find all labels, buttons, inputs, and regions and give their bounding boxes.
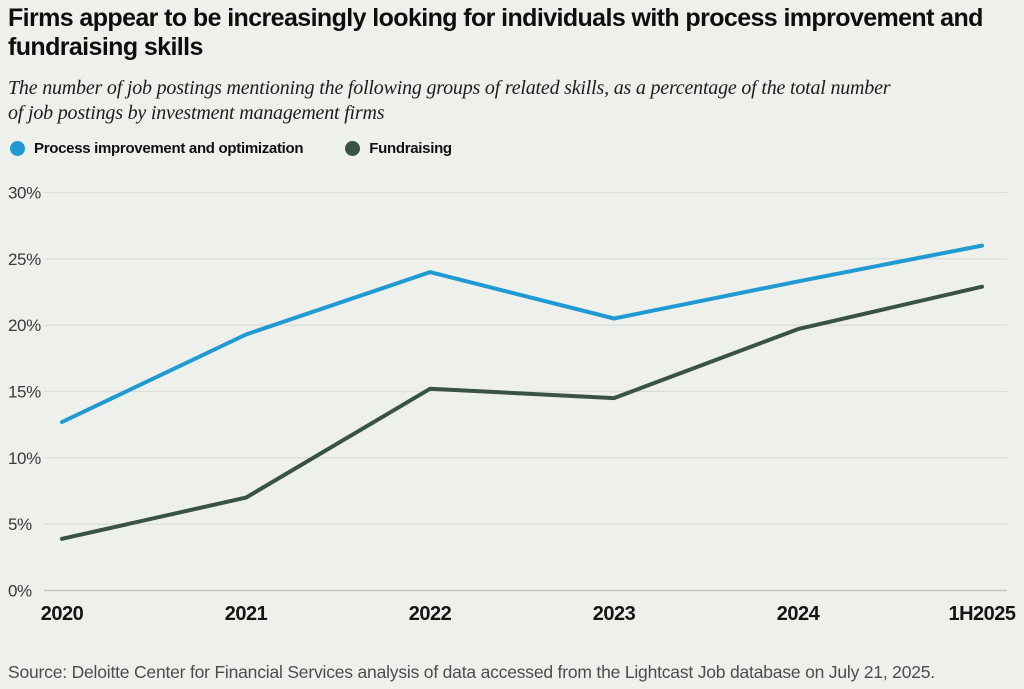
- chart-subtitle-line2: of job postings by investment management…: [8, 102, 385, 124]
- source-note: Source: Deloitte Center for Financial Se…: [8, 662, 935, 682]
- chart-legend: Process improvement and optimization Fun…: [10, 140, 452, 157]
- y-axis-tick-label: 25%: [8, 250, 41, 269]
- series-line-fundraising: [60, 284, 984, 541]
- y-axis-tick-label: 20%: [8, 316, 41, 335]
- x-axis-tick-label: 2022: [409, 603, 452, 625]
- y-axis-tick-label: 0%: [8, 582, 32, 601]
- chart-title-line2: fundraising skills: [8, 33, 203, 61]
- legend-dot-icon: [345, 141, 361, 156]
- x-axis-tick-label: 2023: [593, 603, 636, 625]
- x-axis-tick-label: 1H2025: [948, 603, 1015, 625]
- legend-dot-icon: [10, 141, 25, 156]
- legend-label: Process improvement and optimization: [34, 140, 304, 157]
- y-axis-tick-label: 30%: [8, 184, 41, 203]
- x-axis-tick-label: 2024: [777, 603, 821, 625]
- chart-title: Firms appear to be increasingly looking …: [8, 4, 1008, 62]
- x-axis-tick-label: 2020: [41, 603, 84, 625]
- legend-label: Fundraising: [369, 140, 452, 157]
- legend-item-process-improvement: Process improvement and optimization: [10, 140, 304, 157]
- y-axis-tick-label: 10%: [8, 449, 41, 468]
- chart-subtitle: The number of job postings mentioning th…: [8, 76, 1018, 126]
- x-axis-tick-label: 2021: [225, 603, 268, 625]
- chart-title-line1: Firms appear to be increasingly looking …: [8, 4, 983, 32]
- legend-item-fundraising: Fundraising: [345, 140, 452, 157]
- y-axis-tick-label: 5%: [8, 515, 32, 534]
- chart-subtitle-line1: The number of job postings mentioning th…: [8, 77, 891, 99]
- series-line-process-improvement-and-optimization: [60, 243, 984, 424]
- y-axis-tick-label: 15%: [8, 383, 41, 402]
